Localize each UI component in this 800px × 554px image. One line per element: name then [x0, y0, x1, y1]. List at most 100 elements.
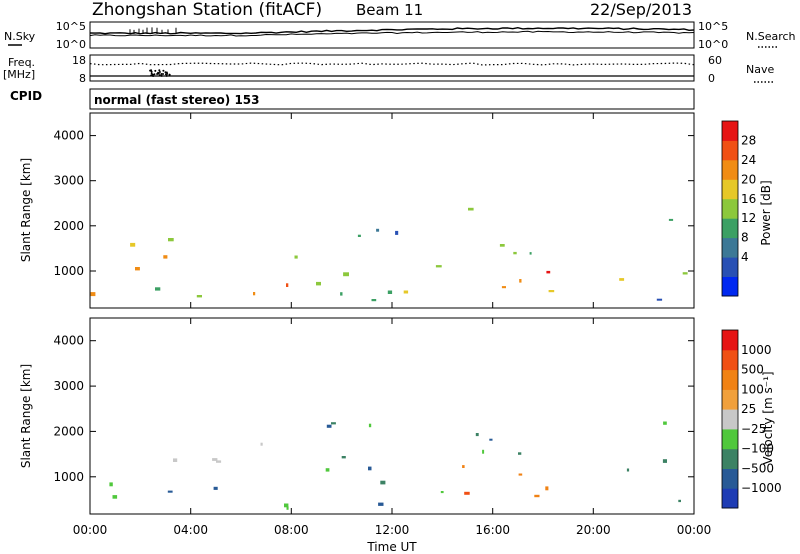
- noise-right-tick-bottom: 10^0: [698, 38, 728, 51]
- heatmap-cell: [316, 281, 321, 286]
- heatmap-cell: [668, 218, 674, 221]
- noise-spikes: [129, 27, 177, 34]
- freq-right-tick-bottom: 0: [708, 72, 715, 85]
- colorbar-swatch: [722, 179, 738, 200]
- velocity-heatmap: [109, 421, 681, 510]
- heatmap-cell: [167, 490, 173, 493]
- x-tick-label: 12:00: [375, 523, 410, 537]
- colorbar-tick-label: 1000: [741, 343, 772, 357]
- colorbar-swatch: [722, 389, 738, 410]
- colorbar-tick-label: 8: [741, 231, 749, 245]
- heatmap-cell: [325, 468, 330, 472]
- freq-scatter-point: [154, 69, 157, 72]
- noise-search-line: [89, 30, 695, 37]
- colorbar-tick-label: −100: [741, 442, 774, 456]
- heatmap-cell: [130, 242, 136, 247]
- y-tick-label: 3000: [53, 379, 84, 393]
- noise-sky-line: [89, 26, 695, 35]
- colorbar-swatch: [722, 159, 738, 180]
- heatmap-cell: [340, 292, 343, 296]
- colorbar-swatch: [722, 468, 738, 489]
- heatmap-cell: [482, 449, 485, 454]
- freq-scatter-point: [157, 72, 160, 75]
- heatmap-cell: [546, 270, 551, 274]
- colorbar-tick-label: 100: [741, 382, 764, 396]
- x-tick-label: 20:00: [576, 523, 611, 537]
- heatmap-cell: [371, 299, 377, 302]
- heatmap-cell: [626, 468, 630, 472]
- colorbar-frame: [721, 120, 739, 297]
- freq-scatter-point: [150, 74, 153, 77]
- cpid-panel-frame: [89, 88, 695, 110]
- colorbar-swatch: [722, 237, 738, 258]
- heatmap-cell: [499, 244, 505, 247]
- colorbar-swatch: [722, 409, 738, 430]
- freq-scatter-point: [168, 73, 171, 76]
- colorbar-swatch: [722, 448, 738, 469]
- colorbar-tick-label: 16: [741, 192, 756, 206]
- heatmap-cell: [378, 502, 384, 506]
- velocity-colorbar-label: Velocity [m s⁻¹]: [761, 371, 775, 464]
- x-tick-label: 04:00: [173, 523, 208, 537]
- heatmap-cell: [213, 486, 218, 490]
- freq-left-tick-top: 18: [72, 54, 86, 67]
- heatmap-cell: [682, 272, 688, 275]
- freq-scatter-point: [150, 70, 153, 73]
- x-axis-label: Time UT: [366, 540, 417, 554]
- heatmap-cell: [440, 491, 444, 494]
- cpid-label: CPID: [10, 89, 42, 103]
- noise-right-label: N.Search: [746, 30, 796, 43]
- y-tick-label: 3000: [53, 174, 84, 188]
- heatmap-cell: [518, 473, 523, 476]
- heatmap-cell: [163, 255, 168, 259]
- velocity-colorbar: 1000 500 100 25 −25 −100 −500 −1000: [721, 329, 782, 509]
- heatmap-cell: [678, 499, 681, 503]
- colorbar-swatch: [722, 488, 738, 509]
- noise-left-tick-bottom: 10^0: [56, 38, 86, 51]
- heatmap-cell: [341, 456, 346, 459]
- y-tick-label: 1000: [53, 470, 84, 484]
- colorbar-tick-label: −1000: [741, 481, 782, 495]
- y-tick-label: 4000: [53, 334, 84, 348]
- noise-left-tick-top: 10^5: [56, 20, 86, 33]
- heatmap-cell: [331, 422, 336, 425]
- heatmap-cell: [464, 491, 470, 495]
- y-tick-label: 4000: [53, 129, 84, 143]
- colorbar-tick-label: −25: [741, 422, 766, 436]
- colorbar-swatch: [722, 121, 738, 141]
- power-panel: 4000 3000 2000 1000 Slant Range [km] 28 24 20…: [19, 112, 773, 309]
- colorbar-swatch: [722, 428, 738, 450]
- heatmap-cell: [216, 460, 222, 463]
- freq-scatter-point: [152, 75, 155, 77]
- heatmap-cell: [286, 506, 289, 510]
- freq-right-tick-top: 60: [708, 54, 722, 67]
- heatmap-cell: [112, 495, 118, 499]
- heatmap-cell: [468, 207, 474, 211]
- freq-scatter-point: [153, 73, 156, 76]
- freq-scatter-point: [158, 69, 161, 72]
- colorbar-tick-label: −500: [741, 461, 774, 475]
- heatmap-cell: [462, 465, 465, 468]
- freq-scatter-point: [162, 69, 165, 72]
- freq-scatter-point: [166, 72, 169, 75]
- x-tick-label: 00:00: [677, 523, 712, 537]
- heatmap-cell: [403, 290, 409, 294]
- heatmap-cell: [387, 290, 393, 294]
- colorbar-tick-label: 4: [741, 250, 749, 264]
- freq-scatter-point: [165, 74, 168, 77]
- heatmap-cell: [489, 438, 493, 441]
- power-colorbar-label: Power [dB]: [759, 180, 773, 245]
- freq-left-unit: [MHz]: [3, 68, 35, 81]
- heatmap-cell: [286, 283, 289, 287]
- power-ylabel: Slant Range [km]: [19, 158, 33, 262]
- heatmap-cell: [173, 458, 178, 462]
- noise-panel-frame: [89, 21, 695, 49]
- heatmap-cell: [168, 238, 174, 242]
- power-heatmap: [90, 207, 688, 302]
- heatmap-cell: [212, 458, 218, 461]
- colorbar-frame: [721, 329, 739, 509]
- colorbar-tick-label: 20: [741, 172, 756, 186]
- x-tick-label: 00:00: [73, 523, 108, 537]
- x-axis-ticks: 00:00 04:00 08:00 12:00 16:00 20:00 00:00: [73, 113, 712, 537]
- heatmap-cell: [294, 255, 298, 259]
